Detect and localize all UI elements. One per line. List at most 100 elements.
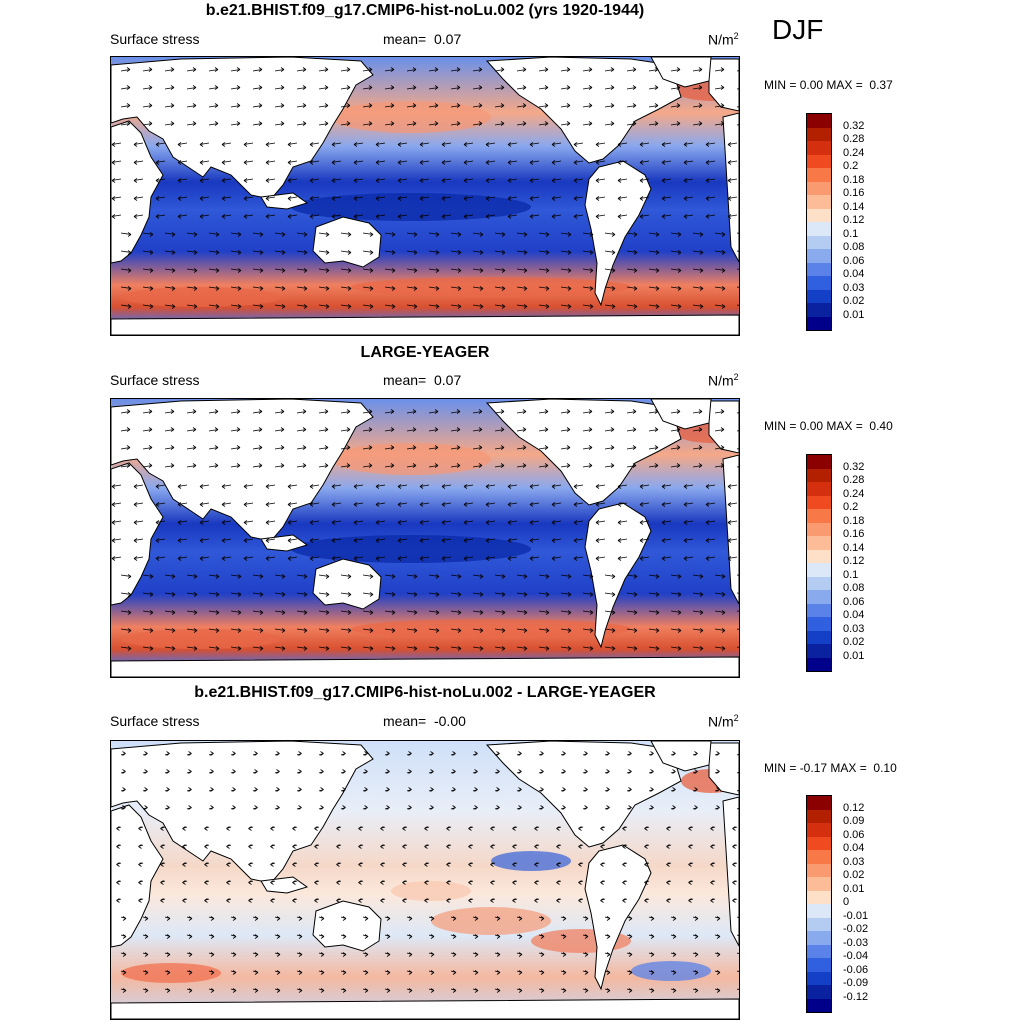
colorbar-swatch [807,917,831,931]
colorbar-tick-label: 0.2 [843,501,859,513]
colorbar-swatch [807,617,831,631]
colorbar-swatch [807,823,831,837]
colorbar-tick-label: 0.09 [843,815,865,827]
colorbar-swatch [807,154,831,168]
colorbar-tick-label: 0.03 [843,855,865,868]
units-base: N/m [708,31,734,48]
min-value: 0.00 [799,419,824,433]
colorbar-swatch [807,998,831,1012]
panel-title: b.e21.BHIST.f09_g17.CMIP6-hist-noLu.002 … [205,2,645,19]
colorbar-swatch [807,303,831,317]
mean-readout: mean= 0.07 [383,31,461,47]
max-value: 0.37 [869,78,893,92]
colorbar-swatch [807,877,831,891]
min-value: 0.00 [799,78,824,92]
season-label: DJF [772,14,824,45]
colorbar-swatch [807,468,831,482]
colorbar-tick-label: 0.32 [843,460,865,473]
colorbar-tick-label: 0.02 [843,869,865,881]
colorbar-swatch [807,141,831,155]
colorbar-swatch [807,944,831,958]
units-base: N/m [708,713,734,730]
colorbar-tick-label: 0.24 [843,487,865,500]
min-label: MIN = [764,78,797,92]
colorbar-tick-label: 0.04 [843,268,865,280]
colorbar-swatch [807,522,831,536]
colorbar-swatch [807,276,831,290]
colorbar-swatch [807,850,831,864]
colorbar-swatch [807,168,831,182]
colorbar-swatch [807,985,831,999]
max-value: 0.10 [873,761,897,775]
surface-stress-map [111,57,739,335]
colorbar-swatch [807,590,831,604]
colorbar-tick-label: 0.12 [843,214,865,226]
map-plot [110,740,740,1020]
colorbar [806,113,832,331]
colorbar-tick-label: 0.14 [843,200,865,213]
units-label: N/m2 [708,713,739,730]
colorbar-swatch [807,235,831,249]
colorbar-swatch [807,289,831,303]
colorbar-tick-label: 0.06 [843,595,865,608]
max-label: MAX = [826,78,863,92]
colorbar-tick-label: -0.04 [843,950,869,962]
land-masses [111,741,739,1019]
colorbar-tick-label: -0.12 [843,990,869,1003]
units-base: N/m [708,372,734,389]
colorbar-swatch [807,630,831,644]
colorbar-swatch [807,576,831,590]
mean-label: mean= [383,372,427,388]
min-label: MIN = [764,419,797,433]
units-exponent: 2 [733,713,739,723]
colorbar-tick-label: 0.28 [843,474,865,486]
colorbar-swatch [807,890,831,904]
colorbar-swatch [807,971,831,985]
units-label: N/m2 [708,31,739,48]
colorbar-tick-label: 0.03 [843,622,865,635]
colorbar-swatch [807,127,831,141]
colorbar-tick-label: 0.08 [843,582,865,594]
colorbar-tick-label: 0.18 [843,514,865,527]
colorbar-swatch [807,482,831,496]
map-plot [110,56,740,336]
mean-label: mean= [383,31,427,47]
colorbar-tick-label: 0.08 [843,241,865,253]
colorbar [806,454,832,672]
colorbar-tick-label: 0.04 [843,609,865,621]
colorbar-tick-label: 0.16 [843,187,865,199]
colorbar-swatch [807,603,831,617]
colorbar-swatch [807,549,831,563]
colorbar-tick-label: 0.14 [843,541,865,554]
variable-label: Surface stress [110,372,200,388]
mean-readout: mean= 0.07 [383,372,461,388]
colorbar-tick-label: 0 [843,896,850,908]
colorbar-swatch [807,958,831,972]
colorbar-swatch [807,796,831,810]
colorbar-tick-label: 0.12 [843,555,865,567]
min-value: -0.17 [799,761,828,775]
colorbar-tick-label: 0.16 [843,528,865,540]
colorbar-tick-label: 0.32 [843,119,865,132]
colorbar-swatch [807,563,831,577]
colorbar-tick-label: 0.03 [843,281,865,294]
colorbar-swatch [807,181,831,195]
colorbar-swatch [807,208,831,222]
colorbar-swatch [807,509,831,523]
colorbar-tick-label: 0.24 [843,146,865,159]
colorbar-tick-label: 0.01 [843,308,865,321]
min-max-readout: MIN = 0.00 MAX = 0.37 [764,78,893,92]
colorbar-tick-label: 0.1 [843,568,859,581]
units-exponent: 2 [733,372,739,382]
mean-value: -0.00 [433,713,466,729]
colorbar-tick-label: -0.03 [843,936,869,949]
colorbar-swatch [807,931,831,945]
colorbar-tick-label: 0.12 [843,801,865,814]
colorbar-tick-label: 0.06 [843,828,865,841]
units-label: N/m2 [708,372,739,389]
min-max-readout: MIN = -0.17 MAX = 0.10 [764,761,897,775]
colorbar-tick-label: 0.28 [843,133,865,145]
colorbar-tick-label: 0.01 [843,649,865,662]
colorbar-tick-label: 0.06 [843,254,865,267]
colorbar-swatch [807,316,831,330]
